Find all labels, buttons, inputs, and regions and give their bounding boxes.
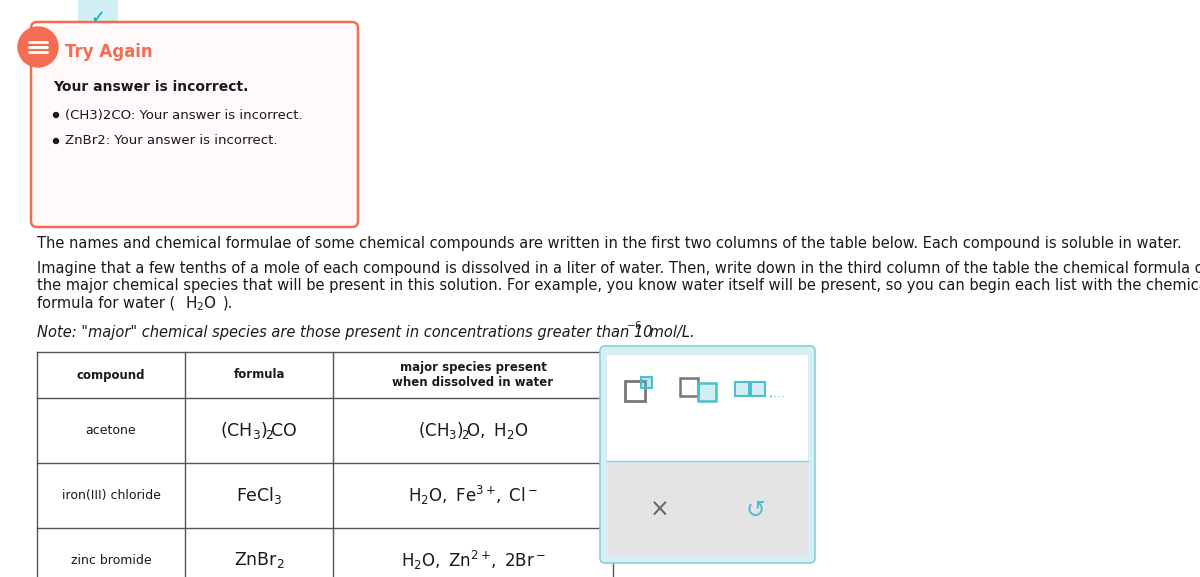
Text: the major chemical species that will be present in this solution. For example, y: the major chemical species that will be …	[37, 278, 1200, 293]
Text: ZnBr2: Your answer is incorrect.: ZnBr2: Your answer is incorrect.	[65, 134, 277, 148]
Text: major species present
when dissolved in water: major species present when dissolved in …	[392, 361, 553, 389]
FancyBboxPatch shape	[600, 346, 815, 563]
Text: Imagine that a few tenths of a mole of each compound is dissolved in a liter of : Imagine that a few tenths of a mole of e…	[37, 261, 1200, 276]
Text: zinc bromide: zinc bromide	[71, 554, 151, 567]
Text: $\left(\mathrm{CH_3}\right)_{\!2}\!\mathrm{CO}$: $\left(\mathrm{CH_3}\right)_{\!2}\!\math…	[220, 420, 298, 441]
Text: ,...: ,...	[769, 388, 785, 400]
Circle shape	[54, 113, 59, 118]
Text: formula: formula	[233, 369, 284, 381]
Text: $^{-6}$: $^{-6}$	[626, 322, 643, 337]
Text: acetone: acetone	[85, 424, 137, 437]
Bar	[680, 378, 698, 396]
Text: ↺: ↺	[745, 497, 764, 522]
Text: ×: ×	[650, 497, 670, 522]
Text: mol/L.: mol/L.	[646, 325, 695, 340]
Bar	[625, 381, 646, 401]
Text: $\left(\mathrm{CH_3}\right)_{\!2}\!\mathrm{O,\ H_2O}$: $\left(\mathrm{CH_3}\right)_{\!2}\!\math…	[418, 420, 528, 441]
Circle shape	[54, 138, 59, 144]
Text: compound: compound	[77, 369, 145, 381]
Bar	[607, 355, 808, 461]
Bar	[734, 382, 749, 396]
Bar	[607, 463, 808, 556]
Text: Your answer is incorrect.: Your answer is incorrect.	[53, 80, 248, 94]
Text: $\mathrm{H_2O,\ Fe^{3+}\!,\ Cl^-}$: $\mathrm{H_2O,\ Fe^{3+}\!,\ Cl^-}$	[408, 484, 538, 507]
Text: $\mathrm{H_2O}$: $\mathrm{H_2O}$	[185, 294, 217, 313]
Bar	[751, 382, 766, 396]
Text: formula for water (: formula for water (	[37, 295, 175, 310]
Text: (CH3)2CO: Your answer is incorrect.: (CH3)2CO: Your answer is incorrect.	[65, 108, 302, 122]
Text: Note: "major" chemical species are those present in concentrations greater than : Note: "major" chemical species are those…	[37, 325, 653, 340]
Text: ).: ).	[223, 295, 233, 310]
Text: Try Again: Try Again	[65, 43, 152, 61]
Text: $\mathrm{H_2O,\ Zn^{2+}\!,\ 2Br^-}$: $\mathrm{H_2O,\ Zn^{2+}\!,\ 2Br^-}$	[401, 549, 546, 572]
Text: $\mathrm{ZnBr_2}$: $\mathrm{ZnBr_2}$	[234, 550, 284, 571]
FancyBboxPatch shape	[78, 0, 118, 36]
Text: The names and chemical formulae of some chemical compounds are written in the fi: The names and chemical formulae of some …	[37, 236, 1182, 251]
Bar	[698, 383, 716, 401]
Bar	[641, 377, 652, 388]
Circle shape	[18, 27, 58, 67]
Text: iron(III) chloride: iron(III) chloride	[61, 489, 161, 502]
Text: ✓: ✓	[90, 9, 106, 27]
Text: $\mathrm{FeCl_3}$: $\mathrm{FeCl_3}$	[235, 485, 282, 506]
FancyBboxPatch shape	[31, 22, 358, 227]
